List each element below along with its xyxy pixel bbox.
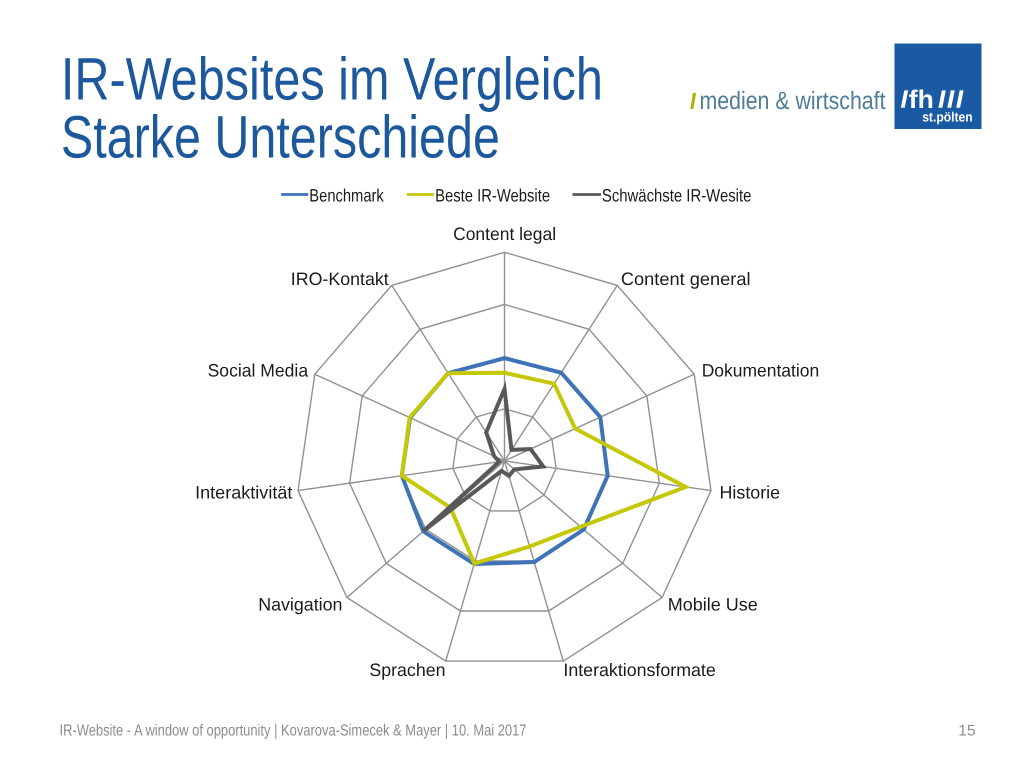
svg-text:Navigation: Navigation — [258, 595, 342, 615]
svg-text:15: 15 — [958, 722, 975, 739]
svg-text:Beste IR-Website: Beste IR-Website — [435, 185, 550, 205]
svg-text:Mobile Use: Mobile Use — [668, 595, 758, 615]
svg-text:IRO-Kontakt: IRO-Kontakt — [291, 269, 389, 289]
svg-text:fh: fh — [909, 86, 934, 114]
svg-text:Starke Unterschiede: Starke Unterschiede — [61, 104, 500, 171]
svg-text:IR-Website - A window of oppor: IR-Website - A window of opportunity | K… — [60, 722, 527, 739]
svg-text:Social Media: Social Media — [208, 361, 309, 381]
svg-text:Dokumentation: Dokumentation — [702, 361, 820, 381]
svg-text:Sprachen: Sprachen — [369, 660, 445, 680]
svg-text:Historie: Historie — [720, 482, 781, 502]
svg-text:Benchmark: Benchmark — [309, 185, 384, 205]
svg-text:medien & wirtschaft: medien & wirtschaft — [700, 87, 886, 115]
svg-text:Content general: Content general — [621, 269, 751, 289]
svg-text:IR-Websites im Vergleich: IR-Websites im Vergleich — [61, 46, 603, 113]
svg-text:Schwächste IR-Wesite: Schwächste IR-Wesite — [602, 185, 752, 205]
svg-text:Interaktionsformate: Interaktionsformate — [563, 660, 715, 680]
svg-text:Interaktivität: Interaktivität — [195, 482, 292, 502]
svg-text:Content legal: Content legal — [453, 224, 556, 244]
svg-text:st.pölten: st.pölten — [922, 110, 973, 125]
